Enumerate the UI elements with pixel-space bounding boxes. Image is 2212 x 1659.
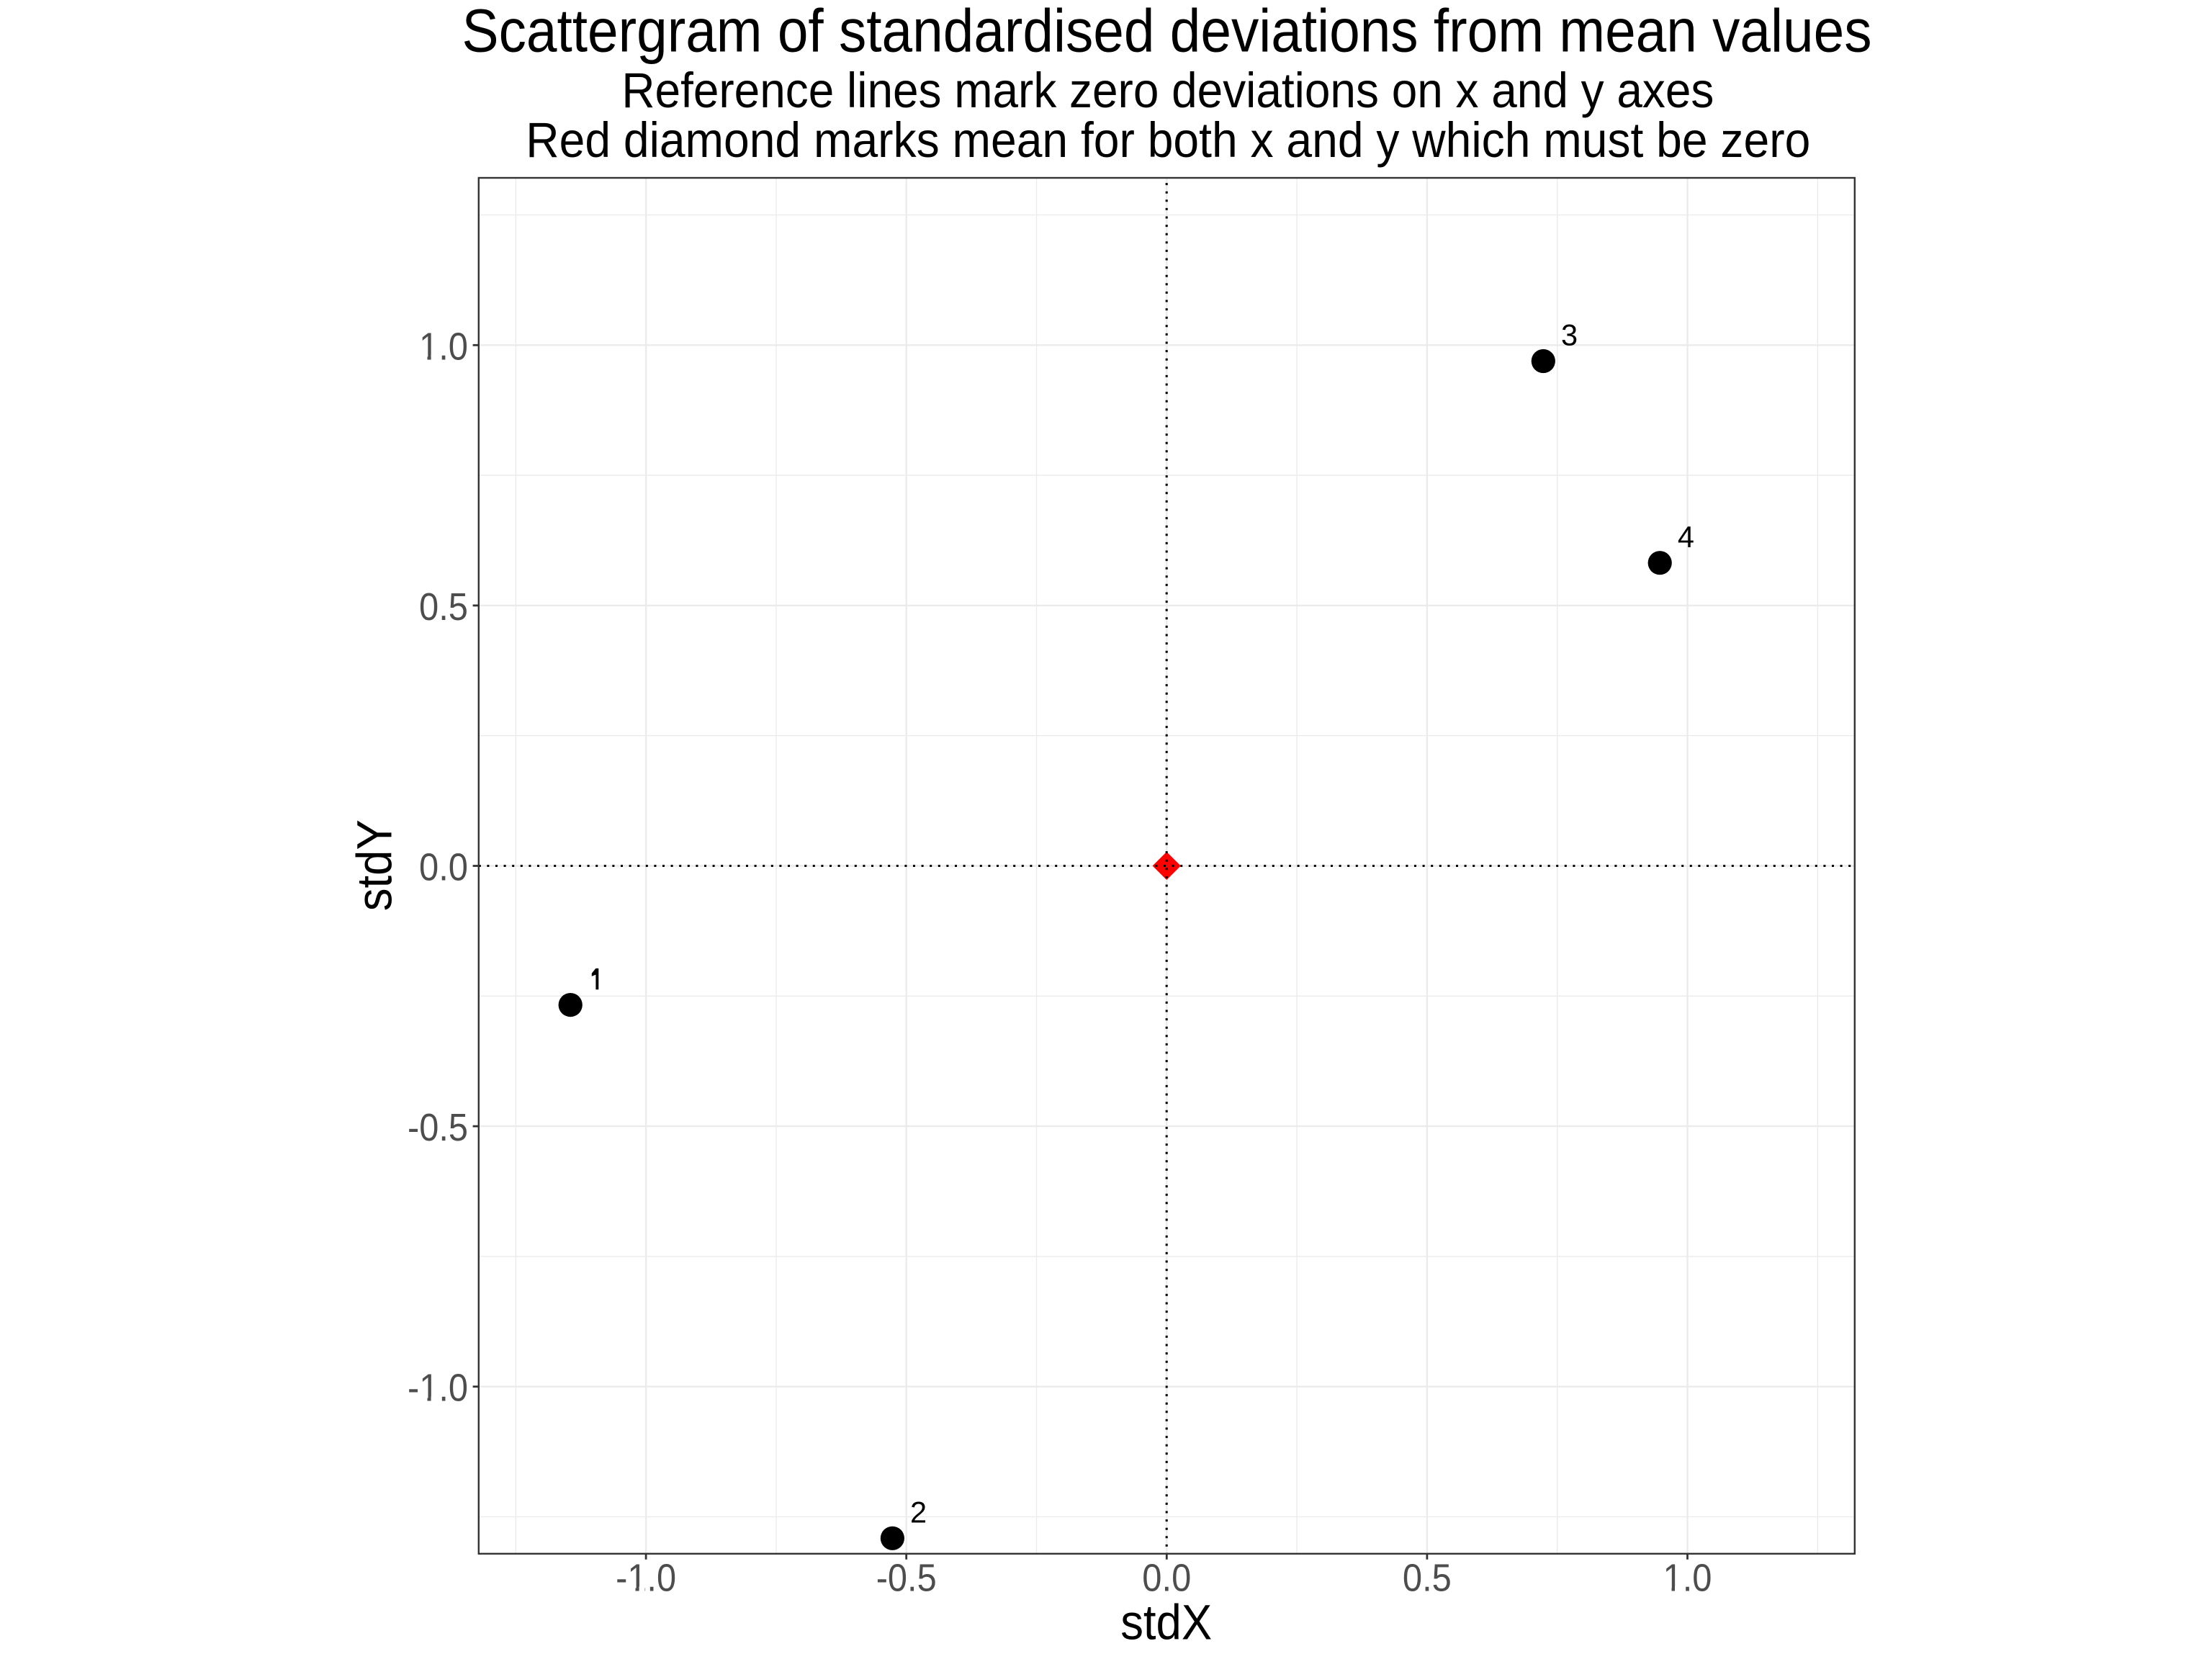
svg-text:0.5: 0.5	[419, 585, 468, 629]
svg-text:Reference lines mark zero devi: Reference lines mark zero deviations on …	[621, 63, 1714, 118]
svg-text:-0.5: -0.5	[876, 1557, 937, 1600]
svg-text:2: 2	[910, 1495, 927, 1529]
svg-text:4: 4	[1678, 520, 1694, 554]
svg-text:stdY: stdY	[346, 819, 402, 911]
svg-text:0.0: 0.0	[1142, 1557, 1191, 1600]
svg-text:3: 3	[1561, 318, 1578, 352]
svg-text:Red diamond marks mean for bot: Red diamond marks mean for both x and y …	[526, 112, 1810, 168]
svg-text:stdX: stdX	[1120, 1595, 1212, 1650]
svg-text:-1.0: -1.0	[408, 1367, 468, 1410]
svg-text:0.0: 0.0	[419, 846, 468, 889]
svg-text:-1.0: -1.0	[616, 1557, 676, 1600]
svg-text:0.5: 0.5	[1403, 1557, 1452, 1600]
svg-text:1.0: 1.0	[419, 325, 468, 368]
svg-text:1.0: 1.0	[1663, 1557, 1712, 1600]
svg-text:Scattergram of standardised de: Scattergram of standardised deviations f…	[462, 0, 1872, 65]
svg-text:-0.5: -0.5	[408, 1106, 468, 1149]
